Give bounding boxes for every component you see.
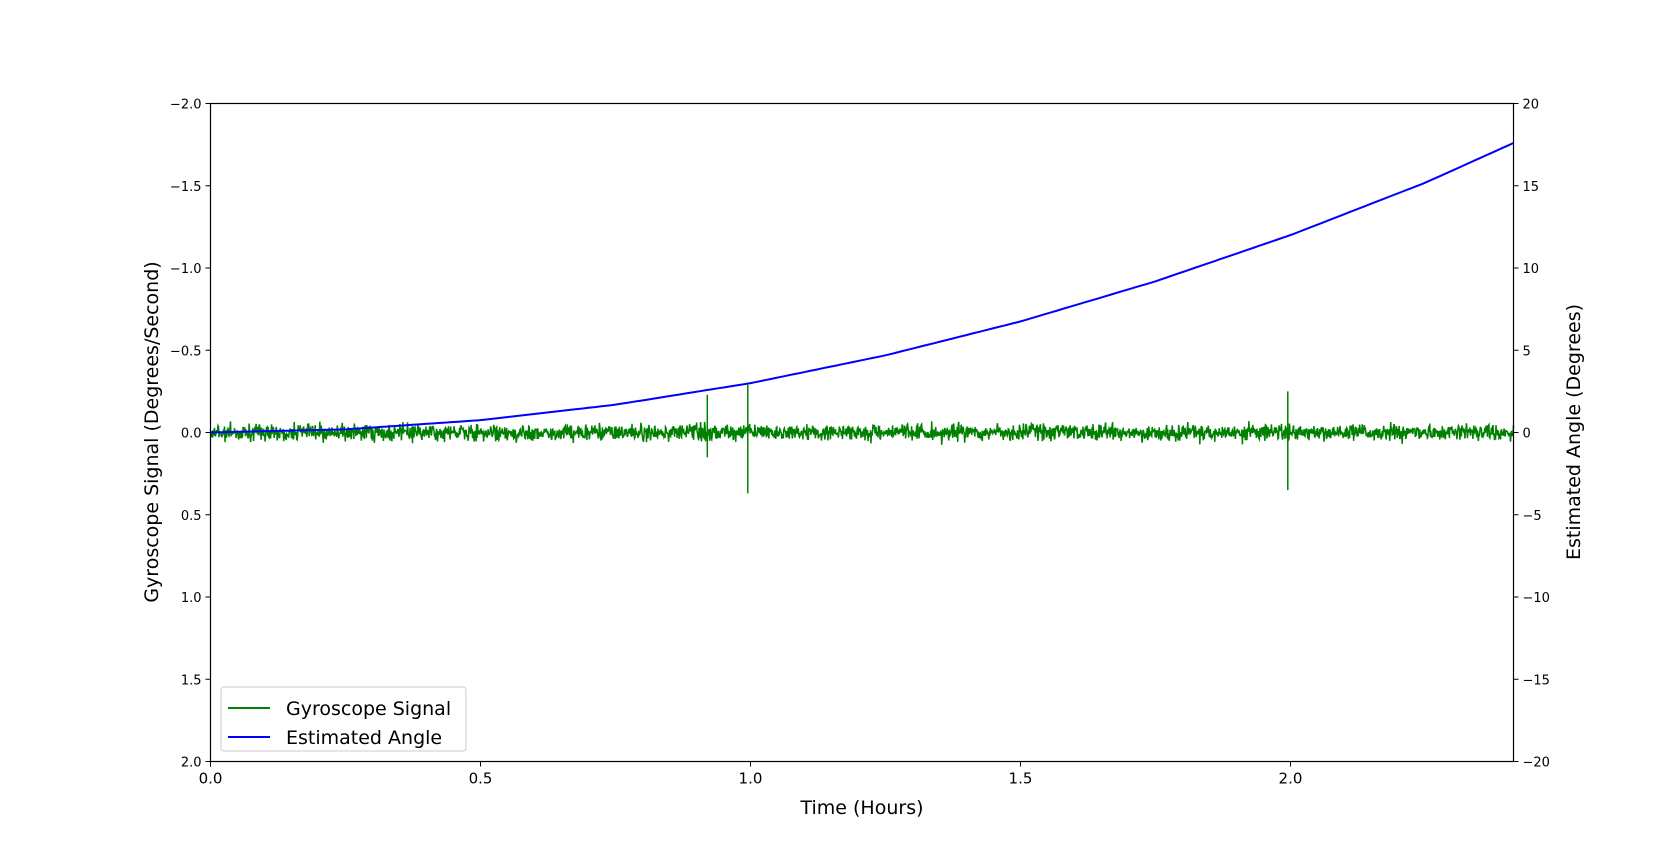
left-y-tick-label: 0.0 [181,427,202,442]
plot-area [209,142,1515,494]
right-y-tick-label: −15 [1523,673,1550,688]
x-axis-ticks: 0.0 0.5 1.0 1.5 2.0 [199,761,1303,788]
left-y-tick-label: 0.5 [181,509,202,524]
estimated-angle-line [210,142,1514,434]
right-y-tick-label: 10 [1523,262,1540,277]
x-tick-label: 1.0 [739,770,763,788]
left-y-tick-label: −2.0 [170,98,202,113]
right-y-tick-label: −20 [1523,756,1550,771]
left-y-tick-label: −1.0 [170,262,202,277]
gyroscope-signal-line [209,384,1515,494]
right-y-tick-label: 0 [1523,427,1531,442]
right-y-axis-label: Estimated Angle (Degrees) [1563,304,1585,560]
legend-label-angle: Estimated Angle [286,727,442,749]
left-y-tick-label: 2.0 [181,756,202,771]
left-y-tick-label: −1.5 [170,180,202,195]
legend-label-gyroscope: Gyroscope Signal [286,698,451,720]
gyroscope-signal-path [209,384,1515,494]
right-y-tick-label: 5 [1523,344,1531,359]
right-y-tick-label: 15 [1523,180,1540,195]
legend: Gyroscope Signal Estimated Angle [220,686,467,752]
x-tick-label: 1.5 [1009,770,1033,788]
legend-box [220,686,467,752]
left-y-tick-label: −0.5 [170,344,202,359]
x-axis-label: Time (Hours) [799,797,923,819]
x-tick-label: 0.0 [199,770,223,788]
left-y-tick-label: 1.5 [181,673,202,688]
left-y-axis-ticks: −2.0 −1.5 −1.0 −0.5 0.0 0.5 1.0 1.5 2.0 [170,98,211,771]
right-y-tick-label: −10 [1523,591,1550,606]
x-tick-label: 0.5 [469,770,493,788]
left-y-tick-label: 1.0 [181,591,202,606]
left-y-axis-label: Gyroscope Signal (Degrees/Second) [141,261,163,602]
x-tick-label: 2.0 [1279,770,1303,788]
right-y-tick-label: −5 [1523,509,1542,524]
right-y-tick-label: 20 [1523,98,1540,113]
right-y-axis-ticks: 20 15 10 5 0 −5 −10 −15 −20 [1513,98,1550,771]
